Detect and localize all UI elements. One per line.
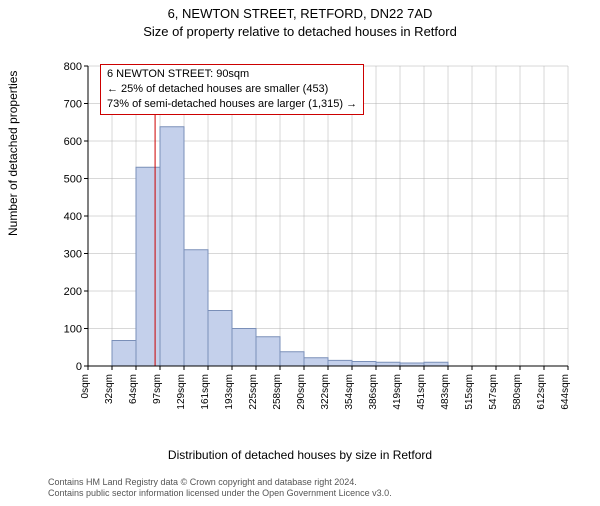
histogram-bar: [232, 329, 256, 367]
x-tick-label: 193sqm: [224, 374, 235, 410]
histogram-bar: [424, 362, 448, 366]
y-tick-label: 800: [64, 61, 82, 73]
histogram-bar: [280, 352, 304, 366]
x-tick-label: 258sqm: [272, 374, 283, 410]
y-tick-label: 300: [64, 249, 82, 261]
y-tick-label: 400: [64, 211, 82, 223]
annotation-line2: ← 25% of detached houses are smaller (45…: [107, 82, 357, 97]
y-tick-label: 100: [64, 324, 82, 336]
y-axis-label: Number of detached properties: [6, 71, 20, 236]
x-tick-label: 547sqm: [488, 374, 499, 410]
x-tick-label: 322sqm: [320, 374, 331, 410]
x-tick-label: 580sqm: [512, 374, 523, 410]
histogram-bar: [352, 362, 376, 367]
x-tick-label: 483sqm: [440, 374, 451, 410]
x-tick-label: 290sqm: [296, 374, 307, 410]
footnote-line2: Contains public sector information licen…: [48, 488, 392, 500]
x-tick-label: 161sqm: [200, 374, 211, 410]
y-tick-label: 600: [64, 136, 82, 148]
histogram-bar: [112, 341, 136, 367]
page-subtitle: Size of property relative to detached ho…: [0, 24, 600, 39]
x-tick-label: 515sqm: [464, 374, 475, 410]
x-tick-label: 225sqm: [248, 374, 259, 410]
histogram-bar: [328, 360, 352, 366]
y-tick-label: 0: [76, 361, 82, 373]
x-axis-label: Distribution of detached houses by size …: [0, 448, 600, 462]
x-tick-label: 32sqm: [104, 374, 115, 404]
x-tick-label: 419sqm: [392, 374, 403, 410]
y-tick-label: 700: [64, 99, 82, 111]
x-tick-label: 451sqm: [416, 374, 427, 410]
histogram-bar: [256, 337, 280, 366]
page-title-address: 6, NEWTON STREET, RETFORD, DN22 7AD: [0, 6, 600, 21]
x-tick-label: 64sqm: [128, 374, 139, 404]
attribution-footnote: Contains HM Land Registry data © Crown c…: [48, 477, 392, 500]
x-tick-label: 644sqm: [560, 374, 571, 410]
x-tick-label: 354sqm: [344, 374, 355, 410]
histogram-bar: [184, 250, 208, 366]
y-tick-label: 500: [64, 174, 82, 186]
annotation-line3: 73% of semi-detached houses are larger (…: [107, 97, 357, 112]
histogram-bar: [136, 167, 160, 366]
histogram-bar: [208, 311, 232, 367]
x-tick-label: 612sqm: [536, 374, 547, 410]
histogram-bar: [304, 358, 328, 366]
histogram-bar: [160, 127, 184, 366]
x-tick-label: 386sqm: [368, 374, 379, 410]
x-tick-label: 97sqm: [152, 374, 163, 404]
y-tick-label: 200: [64, 286, 82, 298]
x-tick-label: 0sqm: [80, 374, 91, 398]
footnote-line1: Contains HM Land Registry data © Crown c…: [48, 477, 392, 489]
x-tick-label: 129sqm: [176, 374, 187, 410]
annotation-line1: 6 NEWTON STREET: 90sqm: [107, 67, 357, 82]
histogram-bar: [376, 362, 400, 366]
marker-annotation: 6 NEWTON STREET: 90sqm ← 25% of detached…: [100, 64, 364, 115]
